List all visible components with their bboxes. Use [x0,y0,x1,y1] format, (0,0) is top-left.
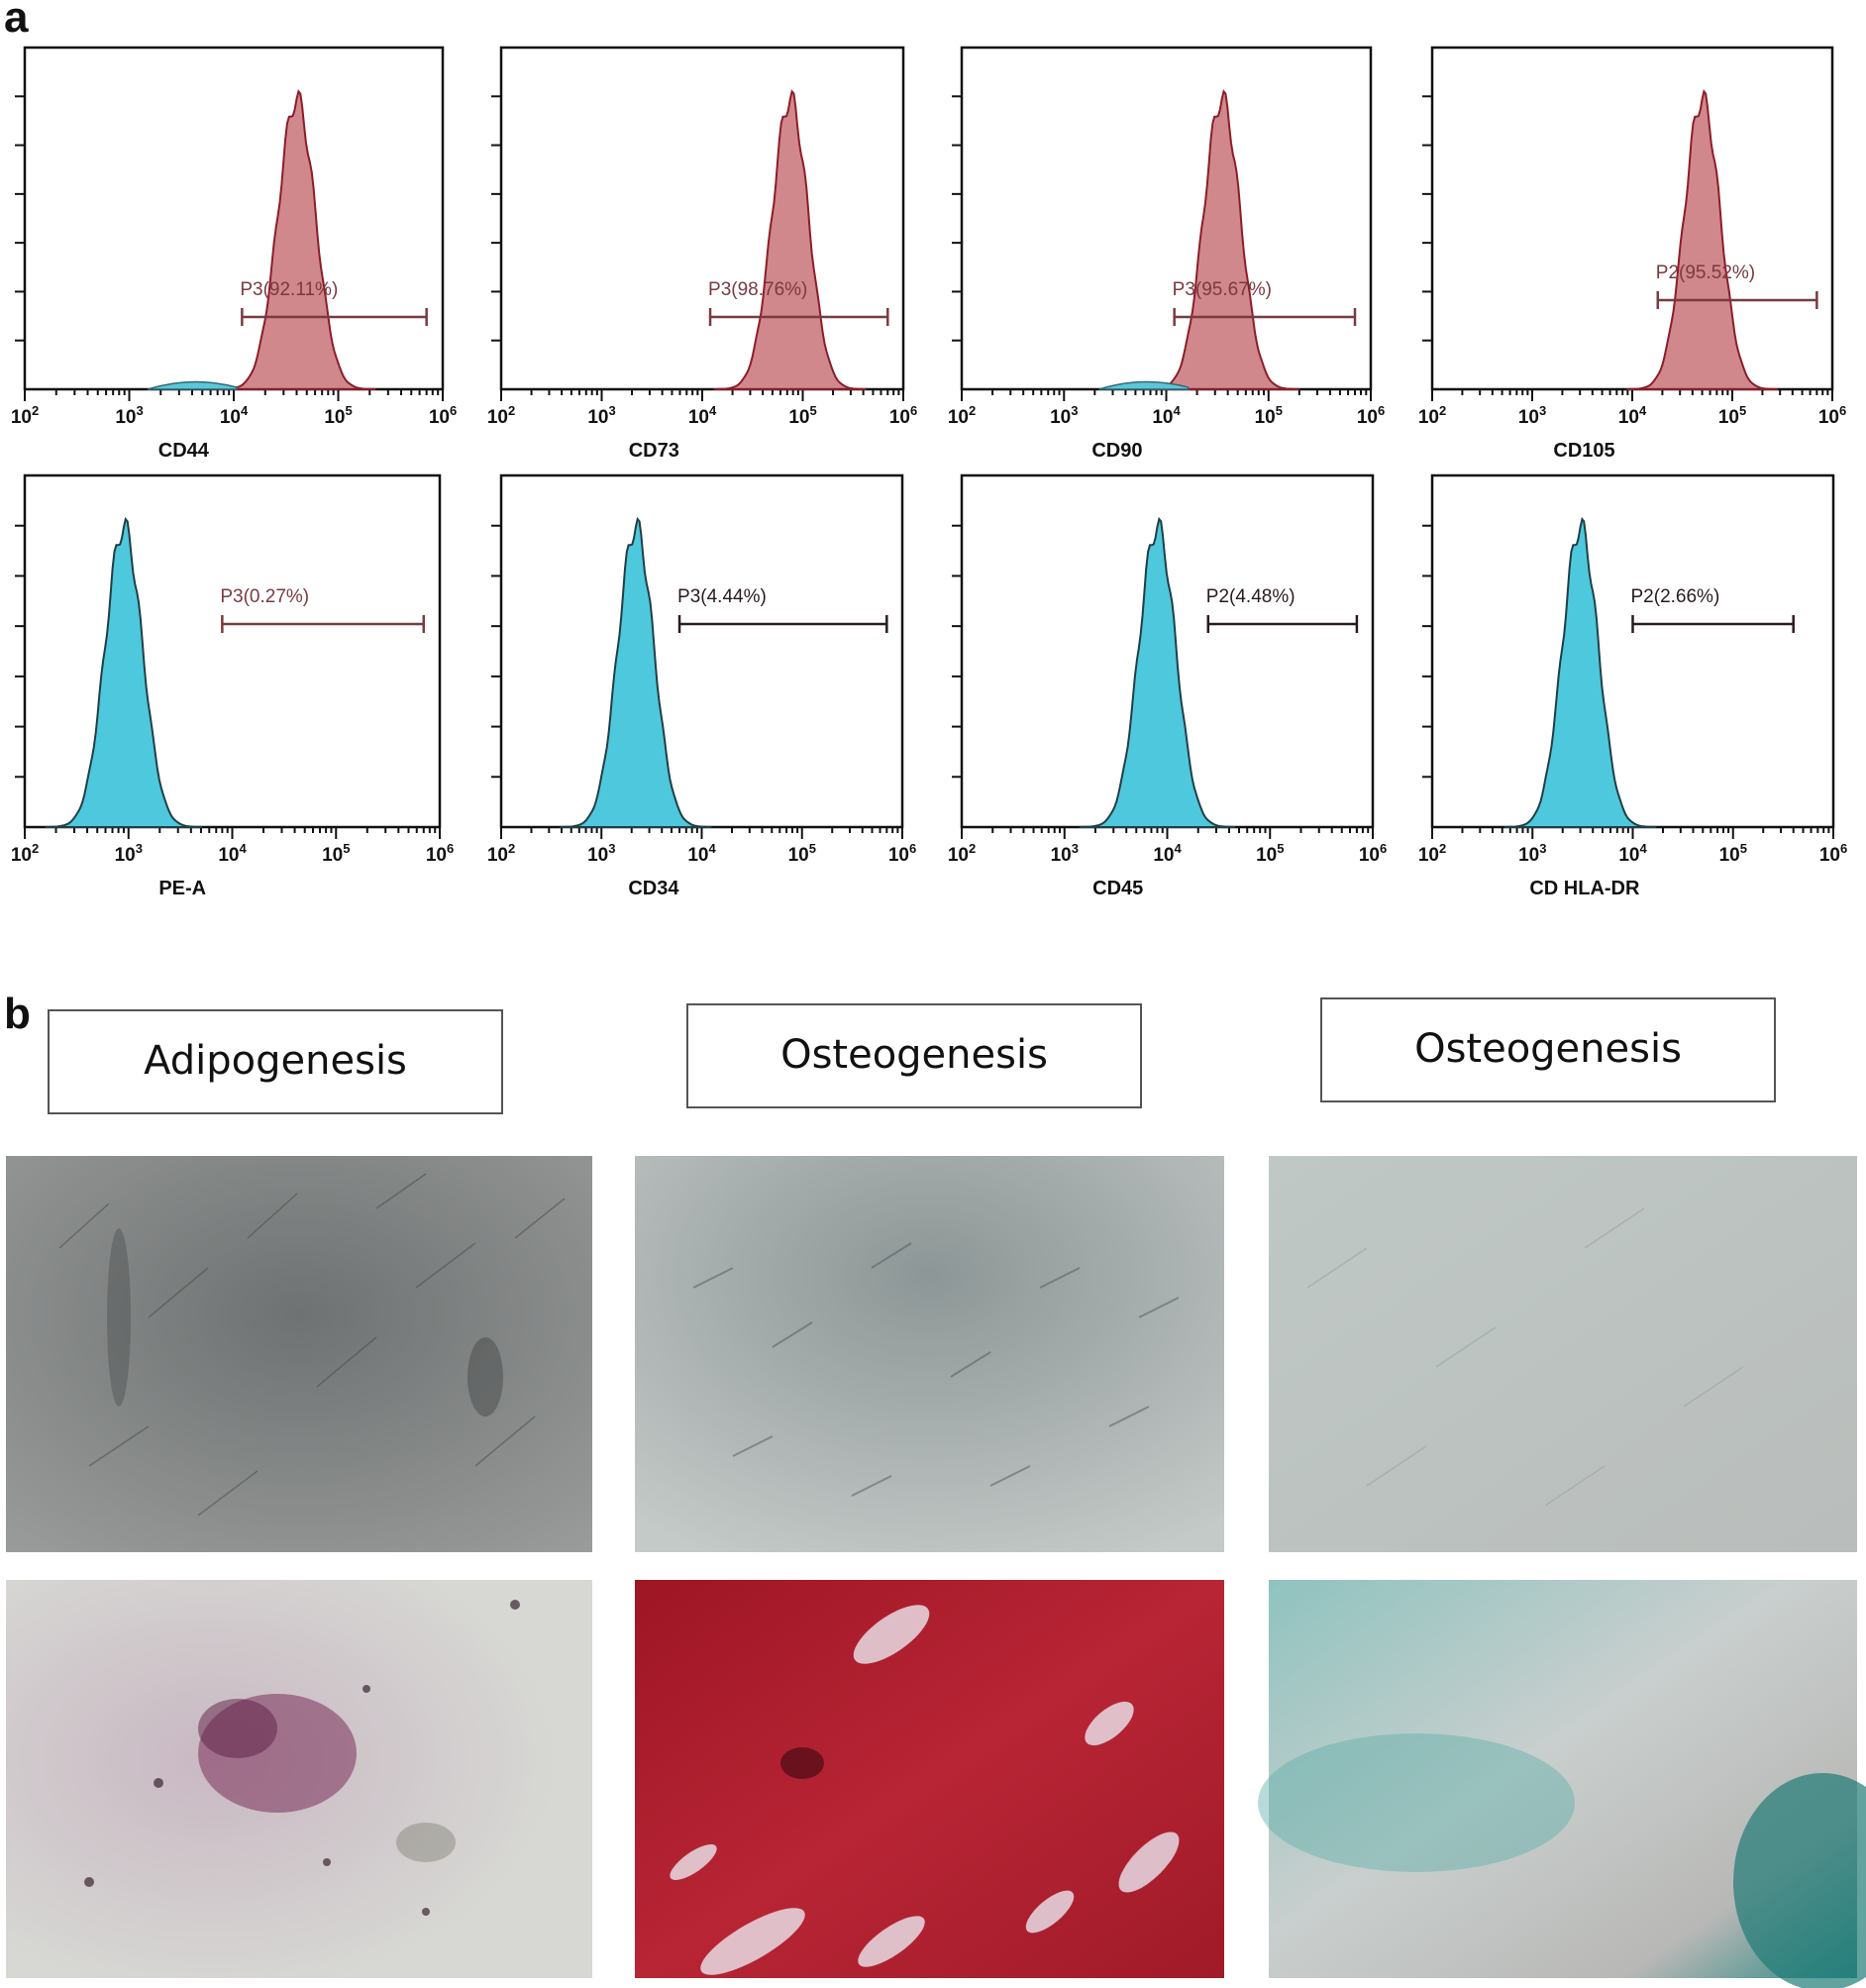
plot-frame [499,473,904,829]
x-tick-label: 102 [948,403,976,428]
x-tick-label: 106 [1818,403,1846,428]
x-tick-label: 105 [322,841,350,866]
x-tick-label: 106 [888,841,916,866]
x-tick-label: 104 [220,403,249,428]
plot-frame [960,46,1373,391]
histogram-peak [714,89,867,390]
label-box-osteogenesis-2: Osteogenesis [1320,997,1776,1102]
x-tick-label: 106 [426,841,454,866]
x-tick-label: 106 [1359,841,1387,866]
plot-frame [1430,46,1834,391]
x-axis-label: CD45 [1092,878,1143,899]
histogram-cd73: 102 103 104 105 106 CD73 P3(98.76%) [487,46,917,462]
x-tick-label: 102 [1418,841,1446,866]
x-tick-label: 102 [487,403,515,428]
histogram-minor-population [147,380,238,390]
gate-label: P2(95.52%) [1656,262,1755,283]
x-tick-label: 103 [1518,403,1546,428]
histogram-pe-a: 102 103 104 105 106 PE-A P3(0.27%) [11,473,454,899]
x-tick-label: 105 [788,403,816,428]
x-axis-label: CD90 [1091,440,1142,462]
histogram-peak [560,516,712,828]
micrograph-adipogenesis-control [6,1156,592,1552]
micrograph-osteogenesis-stained [635,1580,1224,1978]
histogram-minor-population [1098,380,1190,390]
panel-letter-b: b [4,990,31,1038]
x-tick-label: 103 [1518,841,1546,866]
x-tick-label: 105 [1256,841,1284,866]
x-tick-label: 103 [587,841,615,866]
x-tick-label: 105 [1718,403,1746,428]
micrograph-osteogenesis-control-2 [1269,1156,1857,1552]
x-tick-label: 105 [788,841,816,866]
plot-frame [1430,473,1835,829]
x-axis-label: CD HLA-DR [1529,878,1640,899]
histogram-cd105: 102 103 104 105 106 CD105 P2(95.52%) [1418,46,1846,462]
plot-frame [23,46,445,391]
x-tick-label: 104 [1618,841,1647,866]
label-osteogenesis-2: Osteogenesis [1414,1026,1682,1072]
x-tick-label: 105 [1255,403,1283,428]
x-tick-label: 106 [429,403,457,428]
gate-label: P3(98.76%) [708,279,807,300]
panel-letter-a: a [4,0,29,42]
micrograph-osteogenesis-stained-2 [1258,1580,1866,1988]
histogram-peak [1503,516,1657,828]
label-adipogenesis: Adipogenesis [144,1038,407,1084]
histogram-cd34: 102 103 104 105 106 CD34 P3(4.44%) [487,473,916,899]
x-tick-label: 104 [687,841,716,866]
micrograph-adipogenesis-stained [6,1580,592,1978]
x-axis-label: PE-A [158,878,206,899]
label-box-adipogenesis: Adipogenesis [48,1009,503,1114]
x-tick-label: 103 [1051,841,1079,866]
gate-label: P2(4.48%) [1206,586,1296,607]
x-tick-label: 102 [948,841,976,866]
x-tick-label: 103 [1050,403,1078,428]
label-osteogenesis-1: Osteogenesis [780,1032,1048,1078]
x-tick-label: 103 [587,403,615,428]
gate-label: P3(4.44%) [677,586,767,607]
x-tick-label: 104 [1153,841,1182,866]
histogram-peak [217,89,376,390]
histogram-cd44: 102 103 104 105 106 CD44 P3(92.11%) [11,46,457,462]
histogram-cd90: 102 103 104 105 106 CD90 P3(95.67%) [948,46,1385,462]
x-axis-label: CD73 [629,440,679,462]
micrograph-osteogenesis-control [635,1156,1224,1552]
label-box-osteogenesis-1: Osteogenesis [686,1003,1142,1108]
histogram-peak [1079,516,1235,828]
x-tick-label: 105 [324,403,352,428]
x-axis-label: CD105 [1553,440,1614,462]
x-tick-label: 104 [688,403,717,428]
x-tick-label: 104 [1618,403,1647,428]
x-tick-label: 102 [11,841,39,866]
gate-label: P3(0.27%) [220,586,309,607]
plot-frame [23,473,442,829]
x-tick-label: 104 [218,841,247,866]
x-tick-label: 102 [487,841,515,866]
gate-label: P2(2.66%) [1631,586,1720,607]
gate-label: P3(92.11%) [240,279,338,300]
x-axis-label: CD34 [628,878,679,899]
x-tick-label: 103 [115,841,143,866]
x-tick-label: 102 [1418,403,1446,428]
x-axis-label: CD44 [158,440,210,462]
histogram-peak [1626,89,1779,390]
histogram-cd-hla-dr: 102 103 104 105 106 CD HLA-DR P2(2.66%) [1418,473,1847,899]
x-tick-label: 103 [115,403,143,428]
plot-frame [499,46,905,391]
x-tick-label: 102 [11,403,39,428]
x-tick-label: 106 [1357,403,1385,428]
x-tick-label: 106 [889,403,917,428]
x-tick-label: 106 [1819,841,1847,866]
x-tick-label: 104 [1152,403,1181,428]
histogram-cd45: 102 103 104 105 106 CD45 P2(4.48%) [948,473,1387,899]
gate-label: P3(95.67%) [1173,279,1272,300]
histogram-peak [45,516,203,828]
x-tick-label: 105 [1719,841,1747,866]
